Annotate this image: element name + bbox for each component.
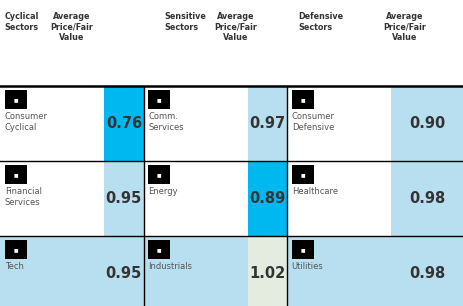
Text: Defensive
Sectors: Defensive Sectors [299,12,344,32]
Text: Average
Price/Fair
Value: Average Price/Fair Value [215,12,257,42]
Bar [144,161,248,236]
Bar [292,240,314,259]
Bar [248,86,287,161]
Bar [104,86,144,161]
Text: 0.89: 0.89 [249,191,286,206]
Bar [148,240,170,259]
Text: 0.76: 0.76 [106,116,142,131]
Bar [5,165,27,184]
Text: Energy: Energy [148,187,178,196]
Text: Consumer
Cyclical: Consumer Cyclical [5,112,48,132]
Bar [248,161,287,236]
Bar [104,236,144,306]
Text: ■: ■ [157,172,162,177]
Text: Healthcare: Healthcare [292,187,338,196]
Bar [148,90,170,109]
Text: ■: ■ [300,247,305,252]
Bar [104,161,144,236]
Text: ■: ■ [13,97,18,102]
Bar [144,86,248,161]
Text: ■: ■ [300,97,305,102]
Text: 0.95: 0.95 [106,191,142,206]
Bar [287,86,391,161]
Bar [5,240,27,259]
Bar [144,236,248,306]
Bar [391,236,463,306]
Text: ■: ■ [13,172,18,177]
Text: Comm.
Services: Comm. Services [148,112,184,132]
Bar [287,161,391,236]
Bar [0,161,104,236]
Text: Consumer
Defensive: Consumer Defensive [292,112,335,132]
Bar [391,161,463,236]
Bar [287,236,391,306]
Text: 1.02: 1.02 [249,266,286,281]
Text: Average
Price/Fair
Value: Average Price/Fair Value [384,12,426,42]
Bar [248,236,287,306]
Bar [391,86,463,161]
Text: Cyclical
Sectors: Cyclical Sectors [5,12,39,32]
Bar [0,86,104,161]
Bar [0,236,104,306]
Text: 0.98: 0.98 [409,191,445,206]
Text: 0.90: 0.90 [409,116,445,131]
Text: Average
Price/Fair
Value: Average Price/Fair Value [50,12,93,42]
Text: Industrials: Industrials [148,262,192,271]
Text: ■: ■ [157,97,162,102]
Text: Tech: Tech [5,262,24,271]
Text: Financial
Services: Financial Services [5,187,42,207]
Bar [292,90,314,109]
Text: Utilities: Utilities [292,262,324,271]
Text: 0.95: 0.95 [106,266,142,281]
Bar [5,90,27,109]
Text: ■: ■ [13,247,18,252]
Text: ■: ■ [300,172,305,177]
Text: Sensitive
Sectors: Sensitive Sectors [164,12,206,32]
Bar [292,165,314,184]
Text: 0.98: 0.98 [409,266,445,281]
Bar [148,165,170,184]
Text: ■: ■ [157,247,162,252]
Text: 0.97: 0.97 [249,116,286,131]
Bar [0,9,463,86]
